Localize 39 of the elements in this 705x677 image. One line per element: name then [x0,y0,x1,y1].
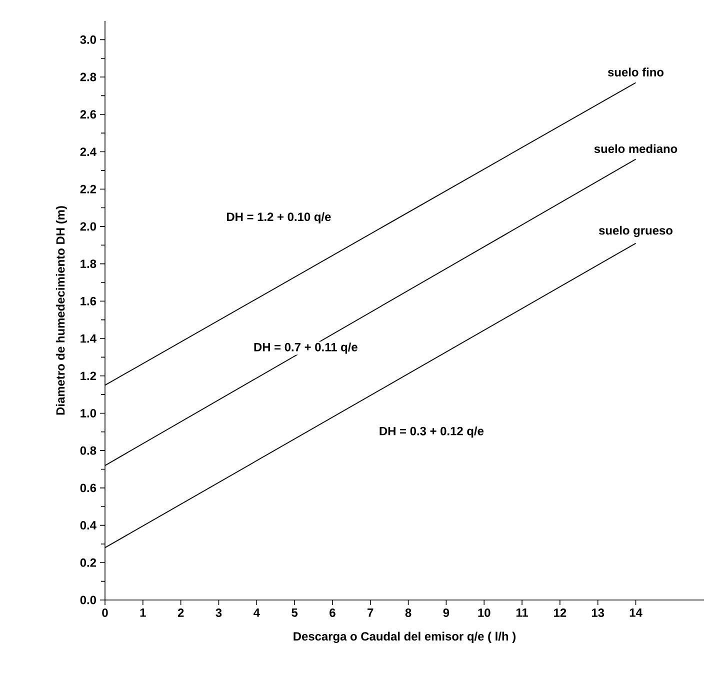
x-tick-label: 9 [443,608,450,617]
x-tick-label: 10 [478,608,490,617]
annotation: DH = 0.3 + 0.12 q/e [380,426,484,438]
x-tick-label: 12 [554,608,566,617]
y-tick-label: 2.0 [80,222,96,231]
annotation: DH = 1.2 + 0.10 q/e [227,212,331,224]
x-tick-label: 11 [516,608,528,617]
series-label: suelo mediano [594,144,678,154]
x-tick-label: 6 [330,608,336,617]
annotation: DH = 0.7 + 0.11 q/e [254,342,358,354]
series-label: suelo grueso [598,226,672,238]
y-tick-label: 1.2 [80,372,96,380]
y-tick-label: 2.8 [80,72,96,82]
y-axis-title: Diametro de humedecimiento DH (m) [56,206,68,415]
y-tick-label: 2.6 [80,110,96,119]
y-tick-label: 1.0 [80,408,96,418]
x-tick-label: 3 [216,608,222,617]
y-tick-label: 0.2 [80,558,96,567]
x-tick-label: 2 [178,608,184,617]
x-tick-label: 0 [102,608,108,617]
x-tick-label: 8 [405,608,412,617]
x-tick-label: 13 [592,608,604,617]
y-tick-label: 0.6 [80,484,96,492]
x-axis-title: Descarga o Caudal del emisor q/e ( l/h ) [294,632,516,643]
y-tick-label: 0.8 [80,446,96,455]
y-tick-label: 3.0 [80,35,96,44]
y-tick-label: 0.0 [80,596,96,604]
x-tick-label: 1 [140,608,146,617]
x-tick-label: 4 [254,608,260,617]
x-tick-label: 7 [368,608,374,617]
y-tick-label: 2.2 [80,184,96,194]
y-tick-label: 2.4 [80,148,96,156]
x-tick-label: 5 [292,608,298,617]
y-tick-label: 1.6 [80,296,96,306]
y-tick-label: 1.8 [80,260,96,268]
series-label: suelo fino [608,68,664,76]
y-tick-label: 1.4 [80,334,96,343]
y-tick-label: 0.4 [80,521,96,530]
x-tick-label: 14 [630,608,642,617]
